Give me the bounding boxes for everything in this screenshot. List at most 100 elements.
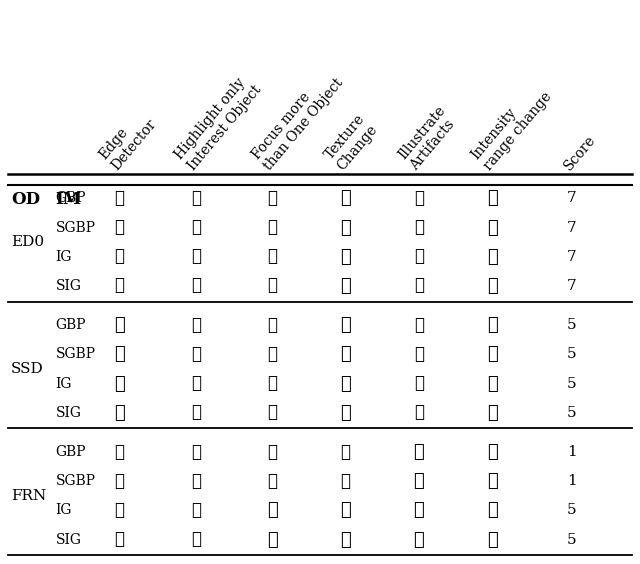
Text: ✓: ✓ (340, 374, 351, 393)
Text: ✗: ✗ (340, 473, 351, 490)
Text: ✗: ✗ (414, 404, 424, 421)
Text: ✗: ✗ (115, 248, 124, 265)
Text: ✓: ✓ (340, 501, 351, 519)
Text: ✗: ✗ (268, 277, 277, 294)
Text: Texture
Change: Texture Change (323, 112, 380, 173)
Text: ✓: ✓ (413, 531, 424, 549)
Text: 7: 7 (567, 221, 577, 235)
Text: ✗: ✗ (115, 443, 124, 461)
Text: IM: IM (56, 191, 82, 208)
Text: ✓: ✓ (340, 190, 351, 208)
Text: 5: 5 (567, 377, 577, 391)
Text: ✗: ✗ (340, 443, 351, 461)
Text: ✗: ✗ (268, 404, 277, 421)
Text: ✗: ✗ (268, 443, 277, 461)
Text: ✗: ✗ (414, 277, 424, 294)
Text: 5: 5 (567, 347, 577, 362)
Text: IG: IG (56, 377, 72, 391)
Text: ✗: ✗ (268, 346, 277, 363)
Text: ✗: ✗ (191, 277, 201, 294)
Text: GBP: GBP (56, 191, 86, 205)
Text: SGBP: SGBP (56, 221, 95, 235)
Text: ✓: ✓ (486, 190, 497, 208)
Text: 7: 7 (567, 191, 577, 205)
Text: ✓: ✓ (486, 316, 497, 334)
Text: ✗: ✗ (115, 190, 124, 207)
Text: ✓: ✓ (486, 345, 497, 363)
Text: ✗: ✗ (191, 502, 201, 519)
Text: ✓: ✓ (340, 219, 351, 236)
Text: ✗: ✗ (191, 531, 201, 548)
Text: ✗: ✗ (191, 443, 201, 461)
Text: ✗: ✗ (268, 248, 277, 265)
Text: ✓: ✓ (486, 472, 497, 490)
Text: ✓: ✓ (486, 277, 497, 295)
Text: Intensity
range change: Intensity range change (469, 78, 555, 173)
Text: ✓: ✓ (267, 501, 278, 519)
Text: ✓: ✓ (486, 219, 497, 236)
Text: ✓: ✓ (340, 531, 351, 549)
Text: ✗: ✗ (115, 502, 124, 519)
Text: ✓: ✓ (114, 316, 125, 334)
Text: ✓: ✓ (413, 501, 424, 519)
Text: ✗: ✗ (414, 375, 424, 392)
Text: SIG: SIG (56, 406, 81, 420)
Text: IG: IG (56, 504, 72, 517)
Text: ✗: ✗ (191, 375, 201, 392)
Text: ✗: ✗ (414, 190, 424, 207)
Text: ✗: ✗ (268, 375, 277, 392)
Text: 5: 5 (567, 504, 577, 517)
Text: ✓: ✓ (413, 472, 424, 490)
Text: ✓: ✓ (340, 316, 351, 334)
Text: ✗: ✗ (191, 404, 201, 421)
Text: ✓: ✓ (114, 345, 125, 363)
Text: ✗: ✗ (414, 346, 424, 363)
Text: ✓: ✓ (267, 531, 278, 549)
Text: ✗: ✗ (115, 473, 124, 490)
Text: ✗: ✗ (268, 190, 277, 207)
Text: 7: 7 (567, 250, 577, 264)
Text: GBP: GBP (56, 445, 86, 459)
Text: Focus more
than One Object: Focus more than One Object (249, 65, 346, 173)
Text: ✗: ✗ (414, 248, 424, 265)
Text: 1: 1 (567, 445, 577, 459)
Text: SGBP: SGBP (56, 347, 95, 362)
Text: GBP: GBP (56, 318, 86, 332)
Text: ✗: ✗ (414, 219, 424, 236)
Text: ✓: ✓ (413, 443, 424, 461)
Text: ✗: ✗ (191, 248, 201, 265)
Text: ✗: ✗ (268, 473, 277, 490)
Text: ✗: ✗ (115, 531, 124, 548)
Text: FRN: FRN (11, 489, 46, 503)
Text: SIG: SIG (56, 279, 81, 293)
Text: ✓: ✓ (340, 248, 351, 266)
Text: ✗: ✗ (414, 317, 424, 334)
Text: Edge
Detector: Edge Detector (96, 106, 159, 173)
Text: 5: 5 (567, 406, 577, 420)
Text: Highlight only
Interest Object: Highlight only Interest Object (173, 72, 264, 173)
Text: 5: 5 (567, 532, 577, 547)
Text: ✗: ✗ (268, 219, 277, 236)
Text: ✓: ✓ (486, 248, 497, 266)
Text: ✓: ✓ (114, 404, 125, 422)
Text: ✗: ✗ (191, 346, 201, 363)
Text: Score: Score (561, 133, 598, 173)
Text: SIG: SIG (56, 532, 81, 547)
Text: ✓: ✓ (486, 404, 497, 422)
Text: ✓: ✓ (486, 443, 497, 461)
Text: ✗: ✗ (191, 317, 201, 334)
Text: 5: 5 (567, 318, 577, 332)
Text: ✓: ✓ (340, 404, 351, 422)
Text: ✗: ✗ (115, 219, 124, 236)
Text: 1: 1 (567, 474, 577, 488)
Text: ✓: ✓ (340, 345, 351, 363)
Text: ✓: ✓ (486, 374, 497, 393)
Text: ED0: ED0 (11, 235, 44, 249)
Text: ✗: ✗ (191, 190, 201, 207)
Text: SGBP: SGBP (56, 474, 95, 488)
Text: OD: OD (11, 191, 40, 208)
Text: IG: IG (56, 250, 72, 264)
Text: ✗: ✗ (191, 219, 201, 236)
Text: ✓: ✓ (486, 531, 497, 549)
Text: 7: 7 (567, 279, 577, 293)
